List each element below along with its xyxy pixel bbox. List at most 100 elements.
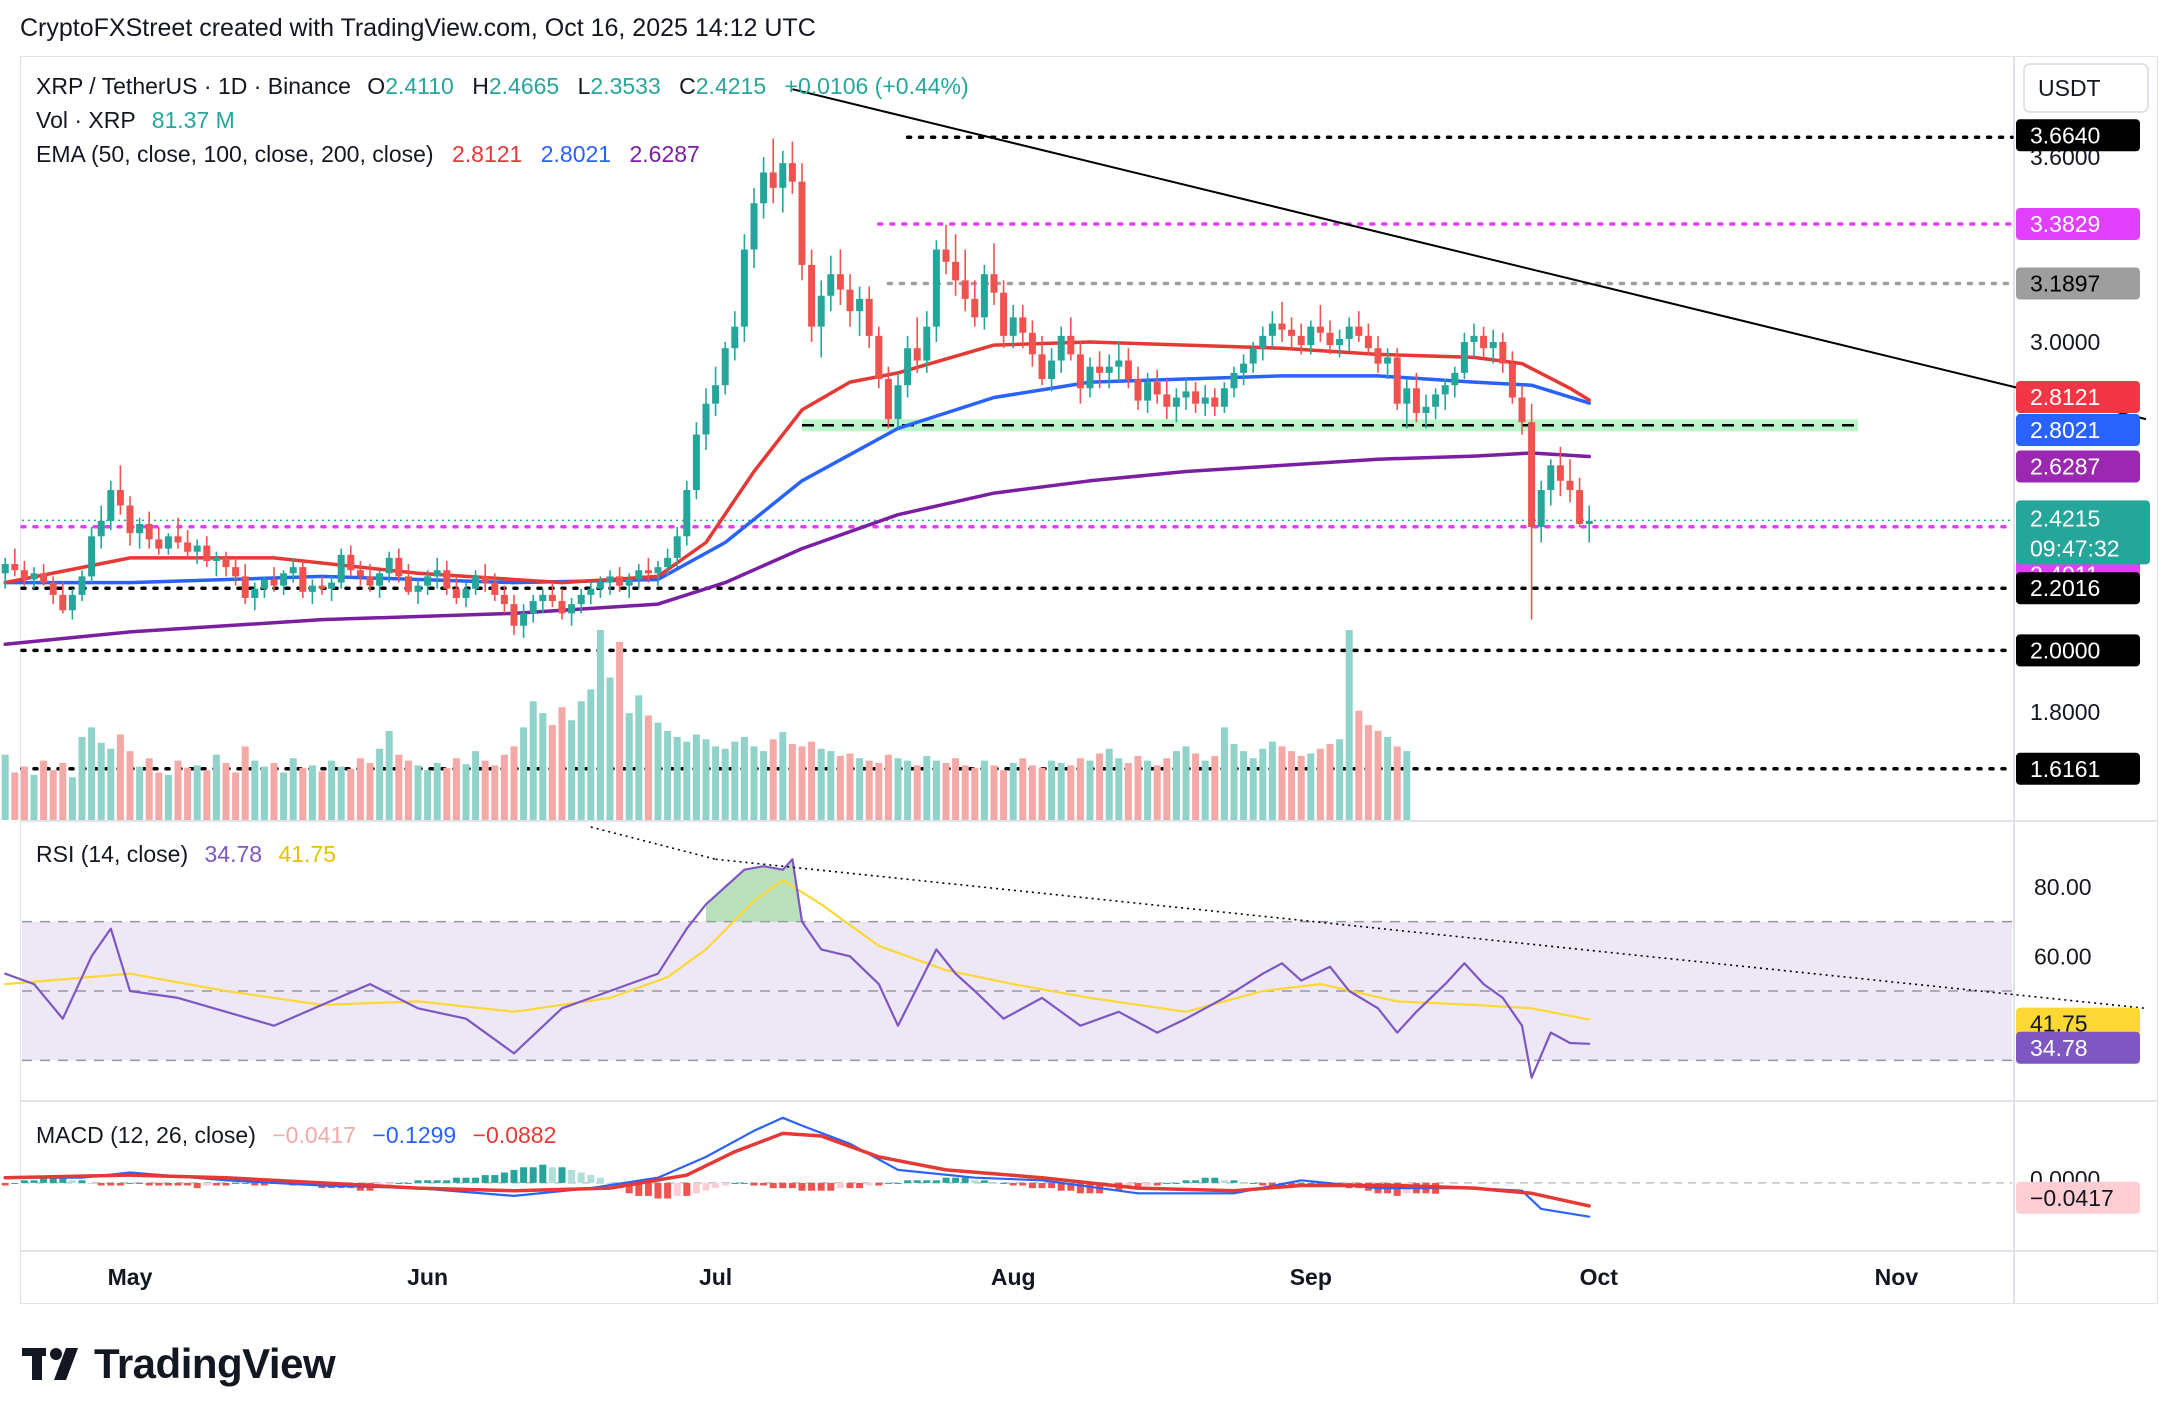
candle[interactable]	[740, 234, 748, 343]
candle[interactable]	[308, 579, 316, 605]
candle[interactable]	[1412, 372, 1420, 423]
candle[interactable]	[481, 564, 489, 592]
candle[interactable]	[904, 335, 912, 398]
candle[interactable]	[1556, 446, 1564, 497]
candle[interactable]	[1316, 305, 1324, 343]
candle[interactable]	[894, 372, 902, 429]
candle[interactable]	[1259, 326, 1267, 361]
candle[interactable]	[884, 366, 892, 429]
candle[interactable]	[1288, 317, 1296, 349]
candle[interactable]	[376, 570, 384, 598]
candle[interactable]	[1240, 354, 1248, 386]
candle[interactable]	[1576, 477, 1584, 528]
candle[interactable]	[289, 557, 297, 583]
candle[interactable]	[1547, 459, 1555, 506]
candle[interactable]	[548, 582, 556, 608]
candle[interactable]	[1124, 348, 1132, 389]
candle[interactable]	[616, 567, 624, 592]
candle[interactable]	[1297, 323, 1305, 355]
candle[interactable]	[1364, 323, 1372, 355]
candle[interactable]	[1000, 280, 1008, 349]
candle[interactable]	[846, 274, 854, 327]
candle[interactable]	[1307, 320, 1315, 355]
candle[interactable]	[952, 234, 960, 296]
candle[interactable]	[299, 560, 307, 598]
candle[interactable]	[500, 585, 508, 614]
candle[interactable]	[971, 280, 979, 327]
candle[interactable]	[404, 564, 412, 595]
candle[interactable]	[452, 576, 460, 605]
candle[interactable]	[788, 141, 796, 195]
candle[interactable]	[1508, 351, 1516, 404]
candle[interactable]	[1489, 329, 1497, 364]
candle[interactable]	[961, 249, 969, 312]
candle[interactable]	[88, 527, 96, 583]
candle[interactable]	[491, 573, 499, 602]
candle[interactable]	[1115, 342, 1123, 383]
candle[interactable]	[1566, 459, 1574, 503]
tradingview-logo[interactable]: TradingView	[22, 1340, 336, 1388]
candle[interactable]	[1, 557, 9, 589]
candle[interactable]	[1028, 320, 1036, 367]
candle[interactable]	[923, 311, 931, 373]
candle[interactable]	[164, 533, 172, 555]
candle[interactable]	[116, 465, 124, 515]
candle[interactable]	[692, 422, 700, 500]
candle[interactable]	[673, 527, 681, 568]
candle[interactable]	[606, 570, 614, 595]
candle[interactable]	[520, 604, 528, 639]
candle[interactable]	[798, 163, 806, 281]
candle[interactable]	[1105, 354, 1113, 389]
candle[interactable]	[568, 597, 576, 626]
candle[interactable]	[251, 582, 259, 611]
candle[interactable]	[1268, 311, 1276, 349]
candle[interactable]	[1537, 480, 1545, 543]
candle[interactable]	[721, 342, 729, 395]
candle[interactable]	[856, 286, 864, 336]
candle[interactable]	[1499, 332, 1507, 373]
candle[interactable]	[683, 480, 691, 546]
candle[interactable]	[1480, 326, 1488, 358]
candle[interactable]	[136, 517, 144, 549]
candle[interactable]	[1182, 379, 1190, 410]
candle[interactable]	[1086, 357, 1094, 398]
candle[interactable]	[750, 187, 758, 269]
candle[interactable]	[644, 557, 652, 583]
candle[interactable]	[712, 366, 720, 417]
candle[interactable]	[126, 496, 134, 546]
candle[interactable]	[827, 255, 835, 312]
candle[interactable]	[356, 560, 364, 586]
candle[interactable]	[433, 557, 441, 589]
candles-layer[interactable]	[1, 138, 1593, 639]
candle[interactable]	[1374, 335, 1382, 373]
candle[interactable]	[654, 560, 662, 586]
candle[interactable]	[49, 576, 57, 605]
candle[interactable]	[817, 280, 825, 358]
candle[interactable]	[59, 582, 67, 614]
candle[interactable]	[366, 564, 374, 592]
candle[interactable]	[1432, 388, 1440, 420]
candle[interactable]	[932, 240, 940, 343]
candle[interactable]	[193, 539, 201, 565]
currency-box[interactable]	[2023, 63, 2149, 113]
candle[interactable]	[1393, 348, 1401, 410]
candle[interactable]	[462, 582, 470, 608]
candle[interactable]	[1230, 366, 1238, 398]
candle[interactable]	[1278, 301, 1286, 343]
candle[interactable]	[1528, 403, 1536, 620]
candle[interactable]	[1057, 326, 1065, 373]
candle[interactable]	[1460, 332, 1468, 380]
candle[interactable]	[596, 576, 604, 598]
candle[interactable]	[424, 570, 432, 595]
candle[interactable]	[68, 588, 76, 620]
candle[interactable]	[1451, 366, 1459, 398]
candle[interactable]	[510, 594, 518, 635]
candle[interactable]	[779, 150, 787, 213]
candle[interactable]	[1192, 382, 1200, 413]
candle[interactable]	[664, 548, 672, 577]
candle[interactable]	[1355, 311, 1363, 343]
candle[interactable]	[203, 536, 211, 568]
candle[interactable]	[443, 560, 451, 595]
candle[interactable]	[702, 388, 710, 450]
candle[interactable]	[414, 579, 422, 605]
